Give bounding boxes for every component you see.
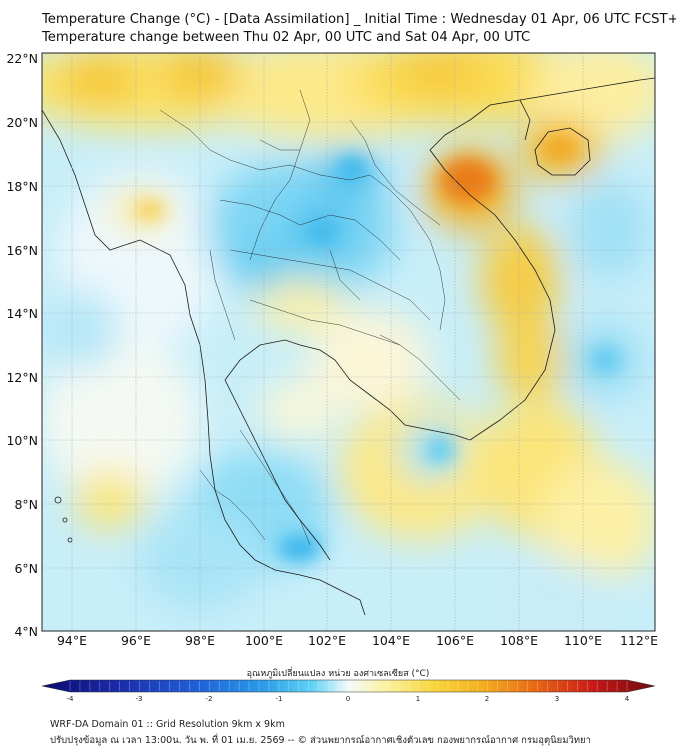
lon-label: 98°E [185,633,215,648]
lon-label: 96°E [121,633,151,648]
colorbar-tick-label: 0 [346,695,350,703]
colorbar: -4 -3 -2 -1 0 1 2 3 4 [41,679,656,703]
colorbar-title: อุณหภูมิเปลี่ยนแปลง หน่วย องศาเซลเซียส (… [246,669,430,679]
lon-label: 100°E [245,633,283,648]
lat-label: 12°N [6,370,38,385]
lon-label: 110°E [564,633,602,648]
lon-label: 102°E [308,633,346,648]
footer-line-2: ปรับปรุงข้อมูล ณ เวลา 13:00น. วัน พ. ที่… [50,735,591,746]
lat-label: 22°N [6,51,38,66]
map-frame [41,52,656,632]
colorbar-tick-label: -3 [136,695,143,703]
colorbar-tick-label: -4 [67,695,75,703]
latitude-labels: 22°N 20°N 18°N 16°N 14°N 12°N 10°N 8°N 6… [6,51,38,639]
lat-label: 8°N [14,497,38,512]
colorbar-tick-label: 2 [485,695,489,703]
lon-label: 112°E [620,633,658,648]
map-title: Temperature Change (°C) - [Data Assimila… [42,12,676,27]
longitude-labels: 94°E 96°E 98°E 100°E 102°E 104°E 106°E 1… [57,633,658,648]
lat-label: 18°N [6,179,38,194]
lon-label: 108°E [500,633,538,648]
colorbar-tick-label: -2 [206,695,213,703]
temperature-field [42,53,655,631]
colorbar-tick-label: -1 [276,695,283,703]
colorbar-tick-label: 3 [555,695,559,703]
lon-label: 106°E [436,633,474,648]
province-borders [159,89,461,546]
lat-label: 4°N [14,624,38,639]
lat-label: 14°N [6,306,38,321]
map-subtitle: Temperature change between Thu 02 Apr, 0… [42,30,531,45]
lat-label: 16°N [6,243,38,258]
colorbar-tick-label: 1 [416,695,420,703]
lat-label: 10°N [6,433,38,448]
colorbar-tick-label: 4 [625,695,630,703]
lat-label: 20°N [6,115,38,130]
lon-label: 104°E [372,633,410,648]
footer-line-1: WRF-DA Domain 01 :: Grid Resolution 9km … [50,719,285,730]
graticule [42,53,655,631]
lon-label: 94°E [57,633,87,648]
lat-label: 6°N [14,561,38,576]
